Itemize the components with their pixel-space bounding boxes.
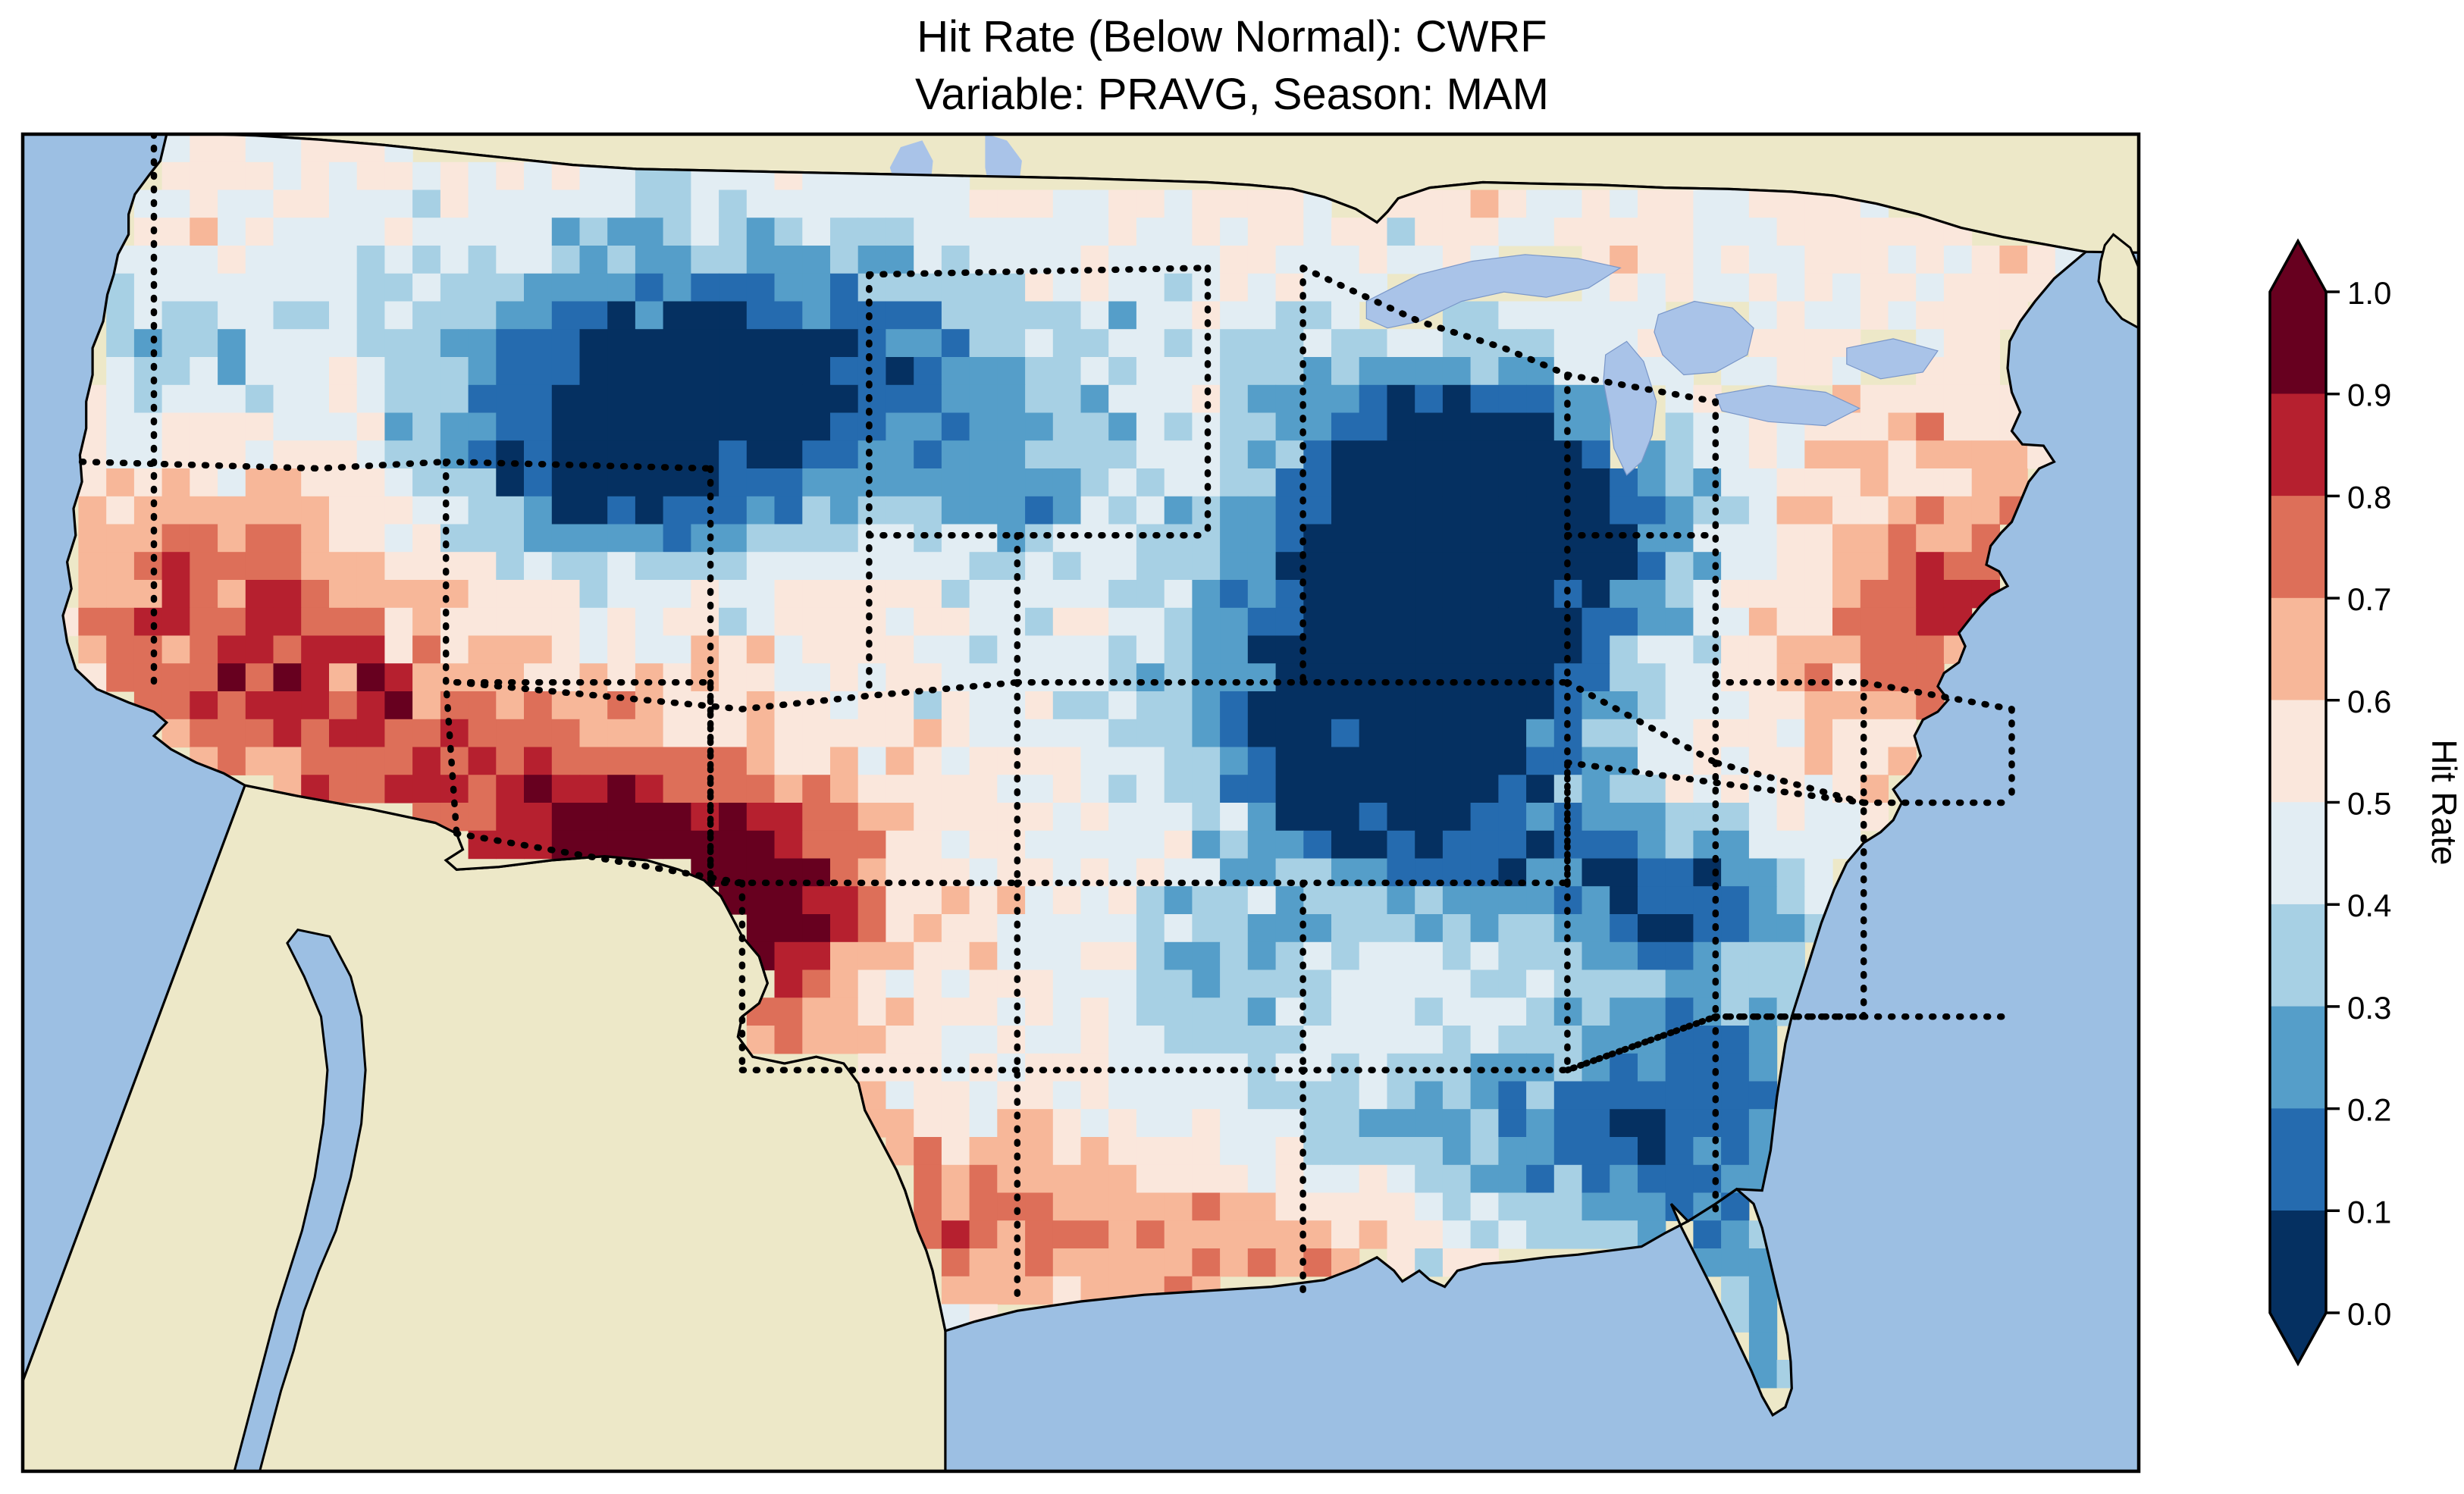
svg-text:0.2: 0.2 (2347, 1092, 2391, 1128)
svg-text:0.4: 0.4 (2347, 888, 2391, 923)
svg-text:0.5: 0.5 (2347, 786, 2391, 822)
svg-text:0.1: 0.1 (2347, 1194, 2391, 1229)
svg-text:1.0: 1.0 (2347, 275, 2391, 311)
svg-text:Hit Rate: Hit Rate (2425, 739, 2464, 865)
svg-text:0.6: 0.6 (2347, 684, 2391, 719)
svg-text:0.0: 0.0 (2347, 1296, 2391, 1332)
svg-text:0.8: 0.8 (2347, 479, 2391, 515)
svg-text:0.9: 0.9 (2347, 377, 2391, 413)
svg-text:0.3: 0.3 (2347, 990, 2391, 1026)
svg-text:0.7: 0.7 (2347, 581, 2391, 617)
